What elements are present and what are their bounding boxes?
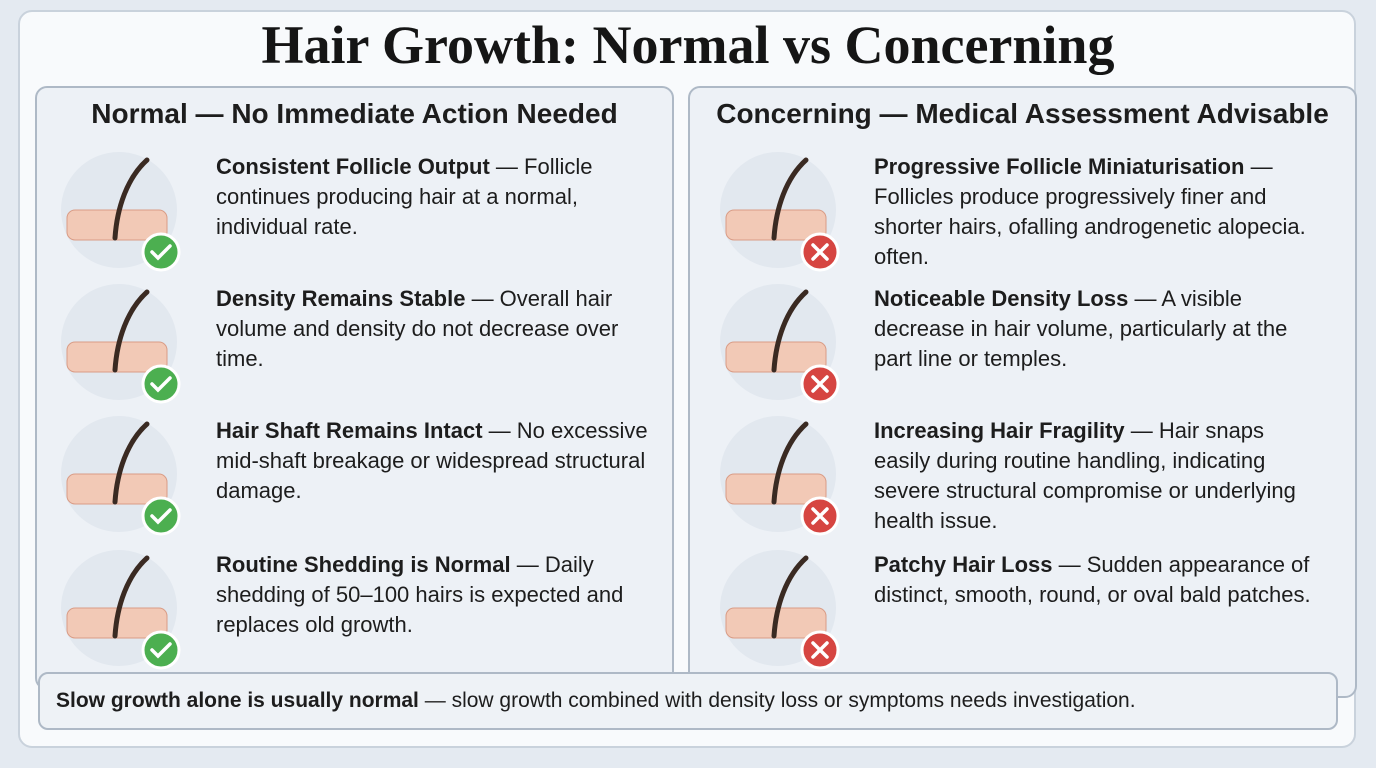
item-text: — Sudden appearance of distinct, smooth,… xyxy=(874,552,1311,607)
item-title: Hair Shaft Remains Intact xyxy=(216,418,483,443)
item-icon xyxy=(720,550,840,670)
icon-hair xyxy=(771,421,809,505)
icon-hair xyxy=(112,555,150,639)
panel-concerning: Concerning — Medical Assessment Advisabl… xyxy=(688,86,1357,698)
icon-badge-mark xyxy=(150,642,172,659)
footer: Slow growth alone is usually normal — sl… xyxy=(38,672,1338,730)
icon-badge-mark xyxy=(150,244,172,261)
item-text: — Overall hair volume and density do not… xyxy=(216,286,619,371)
item-text: — Daily shedding of 50–100 hairs is expe… xyxy=(216,552,624,637)
icon-hair xyxy=(112,157,150,241)
item-icon xyxy=(720,416,840,536)
item: Noticeable Density Loss — A visible decr… xyxy=(874,284,1324,374)
icon-badge-mark xyxy=(811,375,829,393)
item-title: Routine Shedding is Normal xyxy=(216,552,511,577)
item: Hair Shaft Remains Intact — No excessive… xyxy=(216,416,666,506)
icon-badge-mark xyxy=(811,507,829,525)
item: Consistent Follicle Output — Follicle co… xyxy=(216,152,666,242)
item-text: — Hair snaps easily during routine handl… xyxy=(874,418,1296,533)
panel-heading: Concerning — Medical Assessment Advisabl… xyxy=(716,98,1329,129)
item-text: — Follicle continues producing hair at a… xyxy=(216,154,593,239)
item-icon xyxy=(61,152,181,272)
icon-hair xyxy=(112,421,150,505)
item-icon xyxy=(720,152,840,272)
item-title: Progressive Follicle Miniaturisation xyxy=(874,154,1245,179)
item-title: Density Remains Stable xyxy=(216,286,466,311)
item: Progressive Follicle Miniaturisation — F… xyxy=(874,152,1324,272)
item-title: Consistent Follicle Output xyxy=(216,154,490,179)
item: Density Remains Stable — Overall hair vo… xyxy=(216,284,666,374)
icon-hair xyxy=(771,289,809,373)
item-icon xyxy=(61,284,181,404)
item: Routine Shedding is Normal — Daily shedd… xyxy=(216,550,666,640)
icon-hair xyxy=(771,555,809,639)
title: Hair Growth: Normal vs Concerning xyxy=(261,15,1115,75)
item-title: Noticeable Density Loss xyxy=(874,286,1129,311)
footer-bold: Slow growth alone is usually normal xyxy=(56,689,419,712)
item: Increasing Hair Fragility — Hair snaps e… xyxy=(874,416,1324,536)
icon-badge-mark xyxy=(811,243,829,261)
item-text: — A visible decrease in hair volume, par… xyxy=(874,286,1288,371)
icon-badge xyxy=(141,496,181,536)
item: Patchy Hair Loss — Sudden appearance of … xyxy=(874,550,1324,610)
item-title: Patchy Hair Loss xyxy=(874,552,1053,577)
item-icon xyxy=(61,416,181,536)
icon-badge-mark xyxy=(150,508,172,525)
panel-normal: Normal — No Immediate Action Needed Cons… xyxy=(35,86,674,690)
item-icon xyxy=(61,550,181,670)
icon-hair xyxy=(112,289,150,373)
item-text: — Follicles produce progressively finer … xyxy=(874,154,1306,269)
panel-heading: Normal — No Immediate Action Needed xyxy=(91,98,618,129)
item-text: — No excessive mid-shaft breakage or wid… xyxy=(216,418,648,503)
icon-badge xyxy=(141,364,181,404)
icon-hair xyxy=(771,157,809,241)
icon-badge xyxy=(141,232,181,272)
item-icon xyxy=(720,284,840,404)
item-title: Increasing Hair Fragility xyxy=(874,418,1125,443)
icon-badge-mark xyxy=(150,376,172,393)
icon-badge-mark xyxy=(811,641,829,659)
icon-badge xyxy=(141,630,181,670)
footer-text: — slow growth combined with density loss… xyxy=(424,689,1136,712)
